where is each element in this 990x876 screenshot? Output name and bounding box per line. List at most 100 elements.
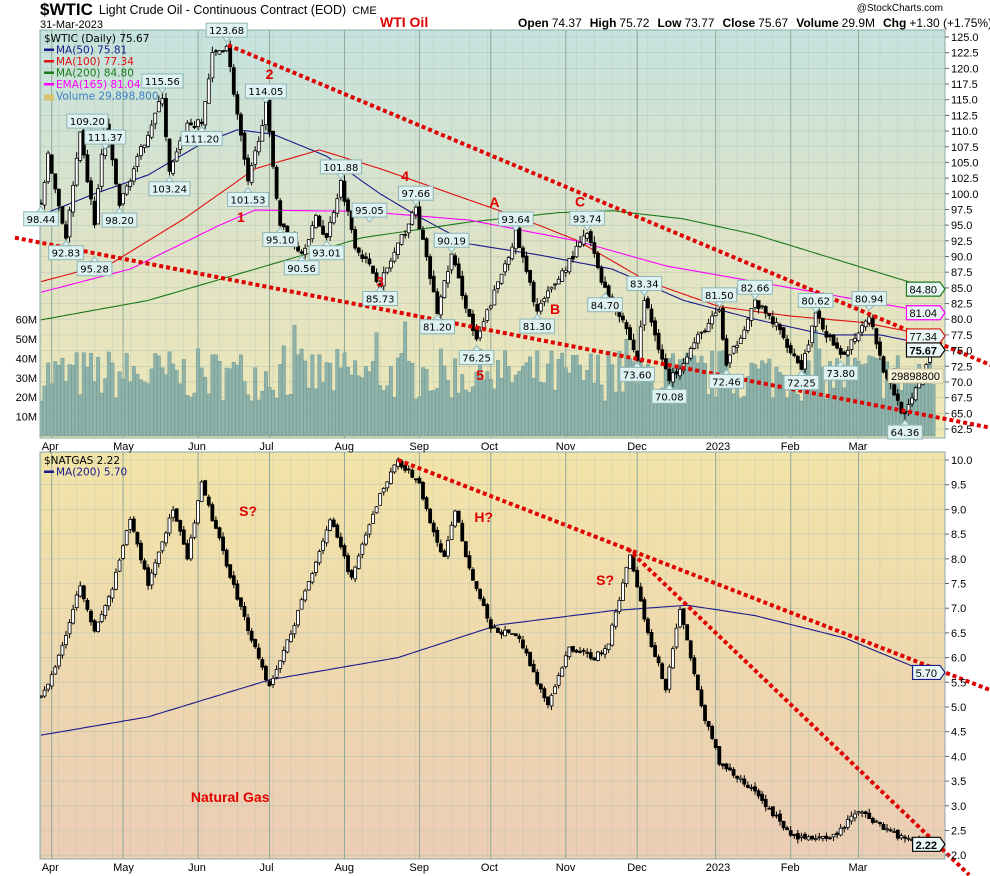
candle-up [153,112,158,125]
candle-down [342,545,347,557]
volume-bar [446,380,450,437]
y-tick-label: 5.5 [951,677,966,689]
exchange: CME [352,5,376,17]
candle-up [492,289,497,306]
volume-bar [346,367,350,437]
candle-up [71,184,76,213]
candle-down [681,608,686,625]
volume-bar [321,382,325,437]
candle-up [563,655,568,667]
candle-up [388,471,393,485]
candle-down [421,229,425,240]
callout-pointer [471,344,482,351]
candle-up [917,382,922,389]
wave-label: Natural Gas [191,789,270,805]
volume-bar [513,374,518,437]
volume-bar [164,374,168,437]
wave-label: 5 [476,367,484,383]
candle-down [114,158,118,185]
candle-up [253,150,258,165]
volume-bar [171,363,176,437]
candle-up [503,629,508,637]
candle-up [596,651,600,661]
candle-down [770,316,775,325]
callout-text: 109.20 [70,117,105,128]
callout-text: 72.25 [787,379,816,390]
volume-bar [306,387,311,437]
candle-up [695,334,700,344]
candle-down [435,529,440,543]
candle-up [139,146,143,157]
volume-bar [635,383,640,437]
badge-box [905,328,946,344]
candle-down [189,122,193,126]
candle-down [574,649,579,653]
candle-down [442,550,447,557]
x-tick-label: Mar [849,441,868,453]
candle-down [785,338,790,348]
wave-label-group: S? [596,572,614,588]
volume-bar [860,364,865,437]
candle-down [603,281,607,288]
volume-bar [692,355,697,437]
x-tick-label: Jul [259,862,273,874]
candle-up [506,257,511,265]
callout-text: 80.62 [801,296,830,307]
candle-down [596,253,600,268]
candle-down [528,269,532,283]
badge-text: 84.80 [909,285,937,297]
wave-label-group: 4 [401,168,409,184]
candle-down [899,401,904,414]
candle-down [646,618,650,634]
candle-up [388,260,393,269]
price-callout: 95.28 [76,255,113,277]
badge-text: 81.04 [909,308,937,320]
volume-bar [745,376,750,437]
volume-bar [224,367,229,437]
candle-down [485,604,490,619]
candle-up [670,372,675,383]
y-tick-label: 105.0 [951,157,979,169]
candle-down [49,154,54,174]
y-tick-label: 117.5 [951,79,978,91]
candle-up [410,212,415,225]
candle-up [110,588,115,599]
candle-down [713,739,718,748]
candle-down [781,327,786,339]
candle-up [249,165,254,183]
y-tick-label: 3.5 [951,776,966,788]
candle-up [578,242,582,247]
candle-down [167,138,172,172]
candle-down [535,671,540,685]
volume-bar [824,399,829,437]
y-tick-label: 10.0 [951,455,972,467]
candle-down [235,583,240,600]
volume-bar [310,354,315,437]
volume-bar [753,364,757,437]
candle-up [503,263,508,273]
x-tick-label: 2023 [706,862,730,874]
candle-down [488,619,493,629]
price-callout: 93.01 [308,239,345,261]
callout-text: 72.46 [712,377,741,388]
volume-bar [335,349,340,437]
volume-bar [228,368,233,437]
volume-bar [599,384,604,437]
y-tick-label: 3.0 [951,801,966,813]
volume-bar [78,394,83,437]
candle-up [128,180,133,188]
price-callout: 84.70 [587,291,623,313]
candle-down [203,480,208,496]
badge-box [905,342,946,358]
callout-pointer [510,225,521,232]
volume-bar [624,338,629,437]
callout-text: 98.20 [105,216,134,227]
callout-pointer [243,186,254,193]
callout-text: 93.01 [312,249,341,260]
wave-label: A [489,194,499,210]
volume-bar [374,332,379,437]
candle-up [192,522,197,538]
candle-up [396,242,400,256]
candle-down [656,332,661,350]
volume-bar [767,358,772,437]
